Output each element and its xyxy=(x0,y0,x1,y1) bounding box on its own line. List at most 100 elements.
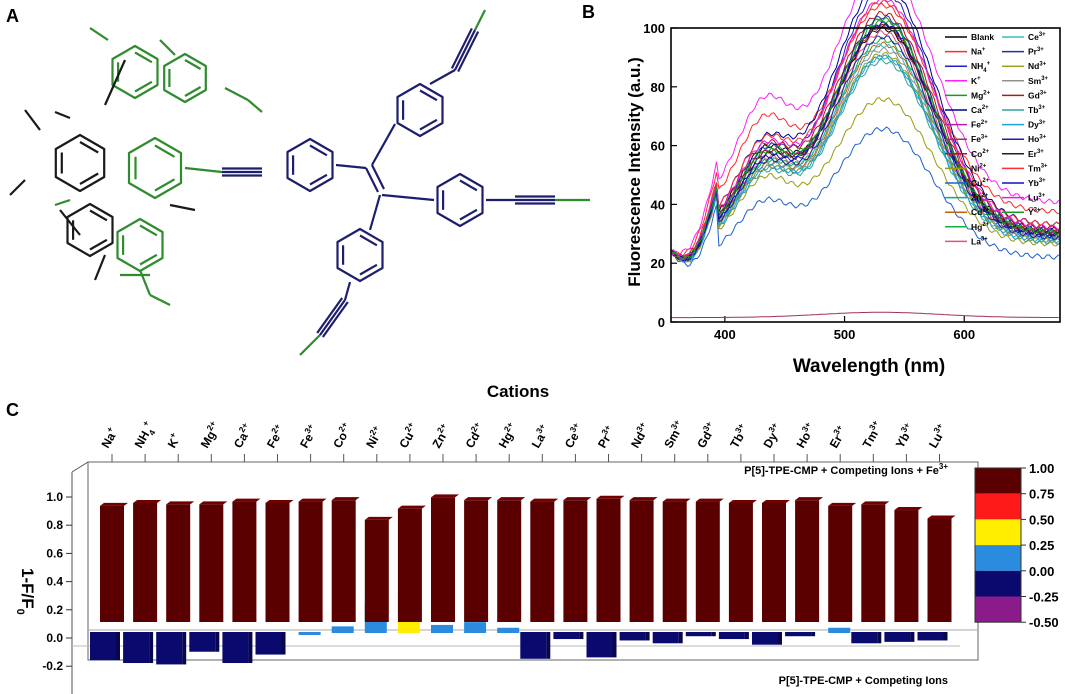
bar-y-tick-label: -0.2 xyxy=(42,659,63,673)
bar-fe3-top-face xyxy=(298,498,327,502)
bar-chart-category-labels: Na+ NH4+K+ Mg2+Ca2+Fe2+ Fe3+ Co2+Ni2+ Cu2+Zn2… xyxy=(98,418,945,462)
bar-fe3-cu2p xyxy=(397,508,422,622)
legend-label-lu3p: Lu3+ xyxy=(1028,193,1046,203)
tpe-bond xyxy=(368,194,382,231)
category-label-nd3p: Nd3+ xyxy=(626,420,653,450)
legend-label-blank: Blank xyxy=(971,32,994,42)
category-label-co2p: Co2+ xyxy=(328,420,355,450)
methoxy-bond xyxy=(93,254,107,281)
bar-fe3-er3p xyxy=(828,505,853,622)
bar-competing-side-face xyxy=(612,632,617,658)
bar-fe3-hg2p xyxy=(497,500,522,622)
colorbar-tick-label: -0.25 xyxy=(1029,590,1059,605)
category-label-ho3p: Ho3+ xyxy=(791,420,818,450)
spectrum-line-ni2p xyxy=(670,97,1060,263)
bar-fe3-top-face xyxy=(861,501,890,505)
bar-fe3-top-face xyxy=(232,498,261,502)
series-label-competing-ions: P[5]-TPE-CMP + Competing Ions xyxy=(779,675,948,687)
methylene-bridge xyxy=(59,209,81,236)
pillararene-ring-center xyxy=(127,136,183,200)
category-label-ni2p: Ni2+ xyxy=(361,424,386,451)
bar-competing-cd2p xyxy=(464,622,487,633)
methoxy-bond xyxy=(9,179,26,196)
bar-fe3-top-face xyxy=(563,497,592,501)
category-label-fe2p: Fe2+ xyxy=(262,422,288,451)
alkyne-bond xyxy=(457,31,480,73)
bar-chart-y-axis-title: 1-F/F0 xyxy=(14,568,37,615)
bar-y-tick-label: 0.4 xyxy=(46,575,63,589)
pillararene-ring-center-double-bond xyxy=(154,144,176,158)
spectrum-line-er3p xyxy=(670,22,1059,261)
bar-fe3-top-face xyxy=(828,502,857,506)
bar-y-tick-label: 0.8 xyxy=(46,518,63,532)
bar-fe3-ca2p xyxy=(232,501,257,622)
alkyne-bond xyxy=(321,301,349,338)
tpe-ring-top-double-bond xyxy=(419,89,438,102)
bar-competing-fe3p xyxy=(298,632,321,635)
bar-y-tick-label: 0.0 xyxy=(46,631,63,645)
colorbar-tick-label: 0.50 xyxy=(1029,512,1054,527)
bar-competing-side-face xyxy=(811,632,816,637)
bar-competing-side-face xyxy=(579,632,584,640)
legend-label-nap: Na+ xyxy=(971,47,986,57)
spectra-plot-frame xyxy=(670,27,1061,323)
legend-label-zn2p: Zn2+ xyxy=(971,193,989,203)
category-label-tm3p: Tm3+ xyxy=(858,418,886,450)
legend-label-pr3p: Pr3+ xyxy=(1028,47,1044,57)
methoxy-bond xyxy=(224,87,249,101)
legend-label-co2p: Co2+ xyxy=(971,149,990,159)
tpe-ring-left-double-bond xyxy=(309,144,328,157)
spectra-y-tick-label: 40 xyxy=(651,197,665,212)
bar-fe3-top-face xyxy=(596,495,625,499)
alkyne-bond xyxy=(316,297,344,334)
spectra-y-tick-label: 100 xyxy=(643,21,665,36)
spectrum-line-sm3p xyxy=(670,46,1060,263)
legend-label-er3p: Er3+ xyxy=(1028,149,1044,159)
bar-competing-side-face xyxy=(943,632,948,641)
bar-fe3-lu3p xyxy=(927,518,952,622)
bar-fe3-tb3p xyxy=(728,503,753,622)
tpe-bond xyxy=(335,163,367,170)
bar-competing-side-face xyxy=(546,632,551,659)
bar-chart-series-competing-ions-fe3 xyxy=(100,494,956,622)
bar-fe3-fe3p xyxy=(298,501,323,622)
bar-fe3-top-face xyxy=(133,500,162,503)
pillararene-ring-top-double-bond xyxy=(134,80,153,93)
legend-label-gd3p: Gd3+ xyxy=(1028,90,1047,100)
category-label-er3p: Er3+ xyxy=(825,423,850,451)
bar-fe3-top-face xyxy=(927,515,956,519)
bar-fe3-sm3p xyxy=(662,501,687,622)
bar-competing-hg2p xyxy=(497,627,520,633)
spectrum-line-cu2p xyxy=(670,126,1060,268)
bar-chart-title: Cations xyxy=(487,382,549,401)
category-label-pr3p: Pr3+ xyxy=(593,423,618,451)
colorbar-tick-label: 0.00 xyxy=(1029,564,1054,579)
legend-label-y3p: Y3+ xyxy=(1028,207,1041,217)
category-label-ca2p: Ca2+ xyxy=(229,421,256,451)
category-label-dy3p: Dy3+ xyxy=(758,421,785,451)
colorbar-segment xyxy=(975,468,1021,494)
pillararene-ring-bottom-left xyxy=(66,202,114,258)
bar-competing-yb3p xyxy=(884,632,911,642)
bar-competing-nd3p xyxy=(619,632,646,641)
bar-fe3-yb3p xyxy=(894,510,919,622)
spectra-x-tick-label: 600 xyxy=(953,327,975,342)
spectra-x-tick-label: 500 xyxy=(834,327,856,342)
bar-fe3-la3p xyxy=(530,501,555,622)
legend-label-cu2p: Cu2+ xyxy=(971,178,990,188)
bar-competing-ce3p xyxy=(553,632,580,640)
bar-competing-side-face xyxy=(778,632,782,645)
spectrum-line-y3p xyxy=(670,18,1060,261)
category-label-mg2p: Mg2+ xyxy=(196,419,224,451)
bar-competing-gd3p xyxy=(685,632,712,637)
spectra-legend: Blank Na+ NH4+ K+ Mg2+ Ca2+ Fe2+ Fe3+ Co2+ Ni2+ Cu… xyxy=(945,32,1049,246)
category-label-zn2p: Zn2+ xyxy=(427,421,453,450)
bar-chart-y-ticks: -0.2 0.0 0.2 0.4 0.6 0.8 1.0 xyxy=(42,490,72,673)
bar-fe3-gd3p xyxy=(695,501,720,622)
bar-competing-lu3p xyxy=(917,632,944,641)
pillararene-ring-bottom-left-double-bond xyxy=(89,238,108,251)
legend-label-dy3p: Dy3+ xyxy=(1028,120,1046,130)
spectrum-line-nap xyxy=(670,2,1060,257)
tpe-ring-left xyxy=(286,137,334,193)
bar-competing-side-face xyxy=(149,632,154,664)
